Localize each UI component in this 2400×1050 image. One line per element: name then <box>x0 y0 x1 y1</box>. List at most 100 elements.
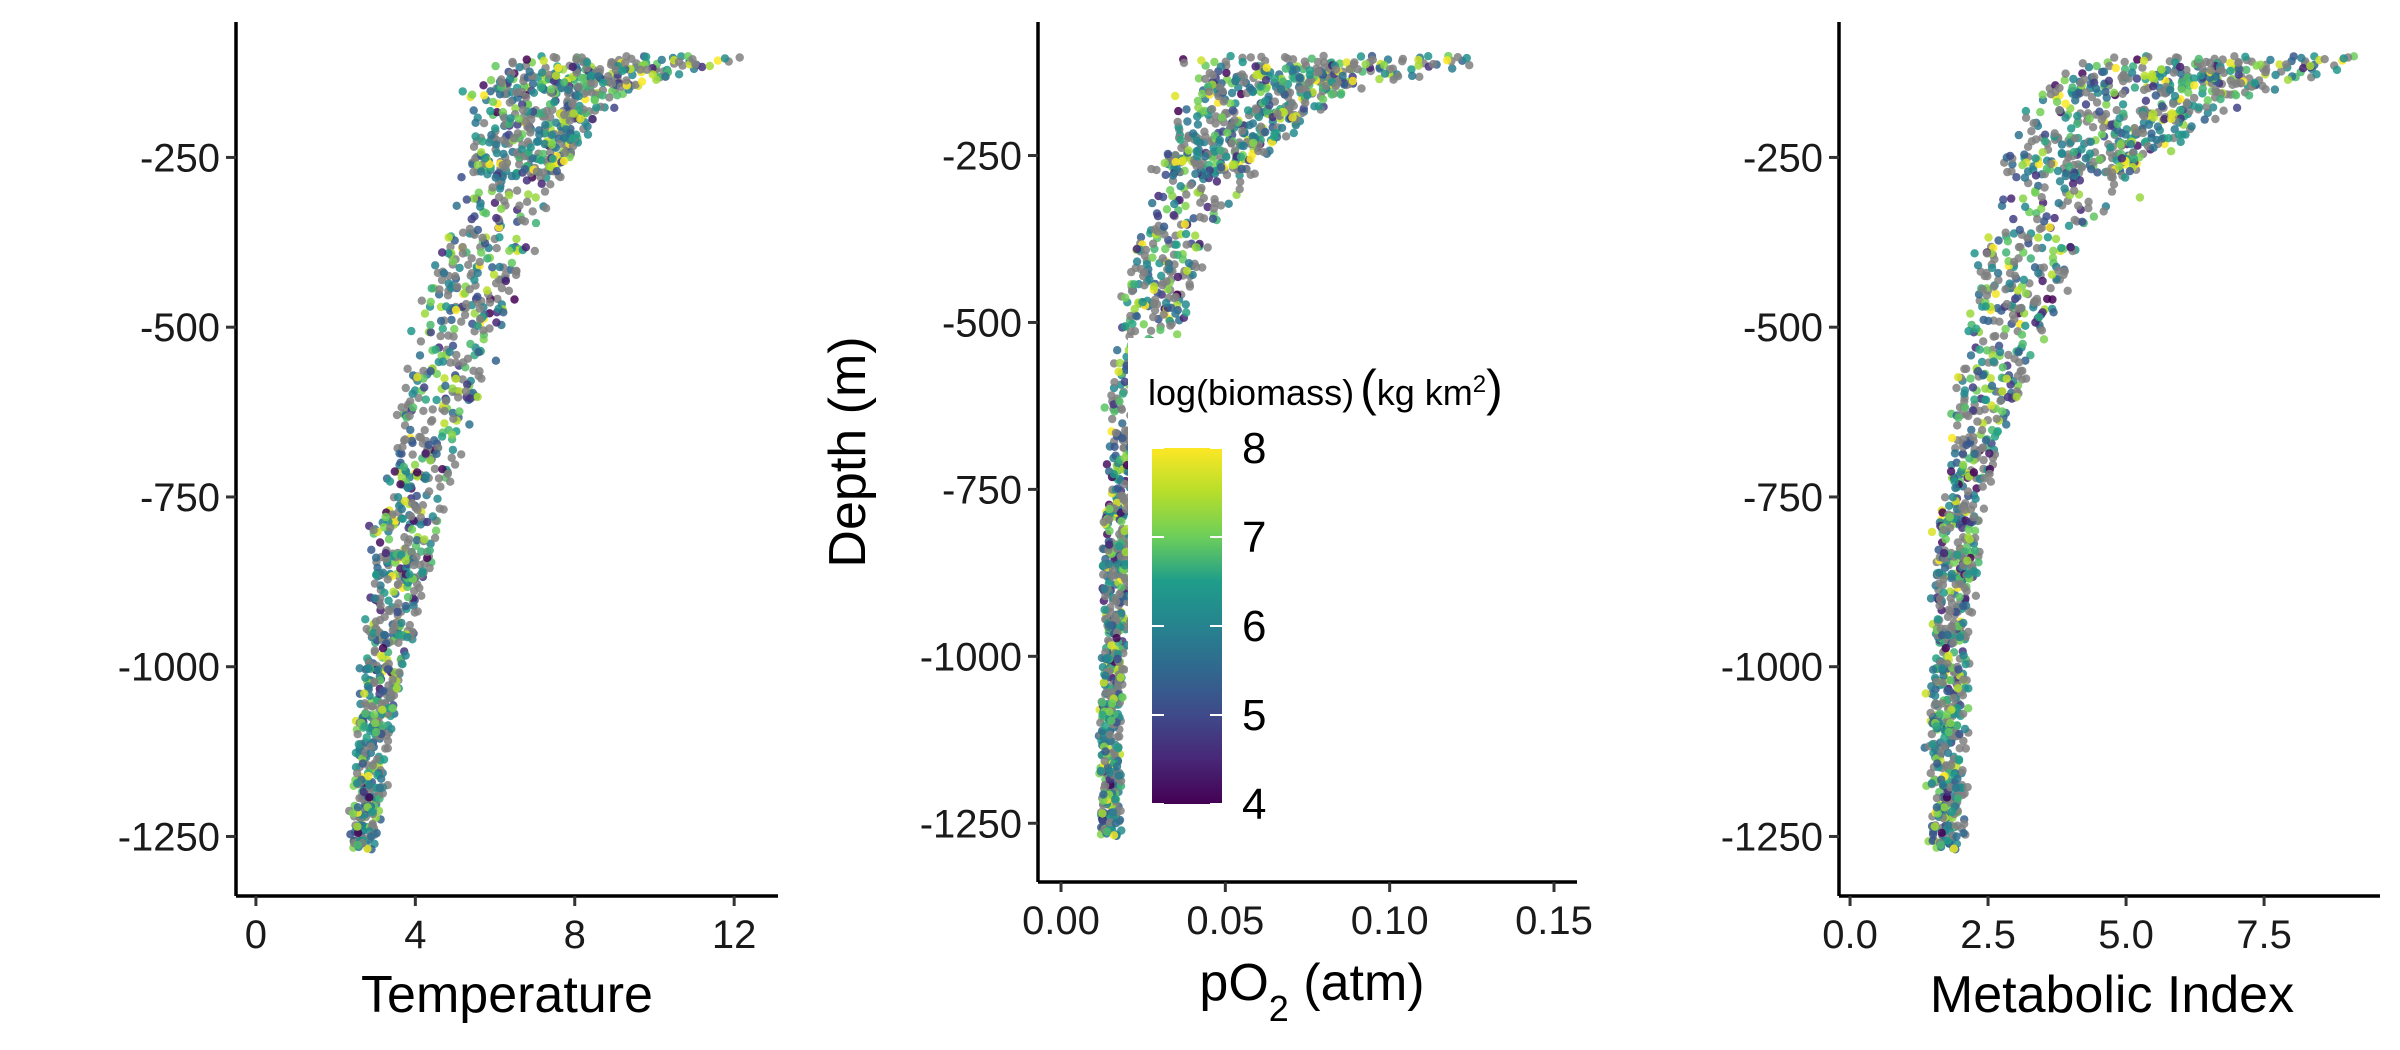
data-point <box>438 357 448 366</box>
data-point <box>451 358 461 367</box>
data-point <box>2060 184 2069 193</box>
data-point <box>2031 171 2041 180</box>
data-point <box>488 263 497 272</box>
data-point <box>1261 97 1270 106</box>
data-point <box>1226 51 1235 61</box>
data-point <box>491 356 501 365</box>
data-point <box>579 73 589 83</box>
data-point <box>1184 146 1193 155</box>
data-point <box>564 85 573 95</box>
legend-title-unit: kg km <box>1377 372 1473 413</box>
data-point <box>410 608 419 617</box>
data-point <box>1307 54 1317 63</box>
data-point <box>1243 106 1253 115</box>
data-point <box>497 284 507 293</box>
data-point <box>370 579 380 588</box>
data-point <box>2139 56 2149 65</box>
data-point <box>2002 299 2012 309</box>
data-point <box>554 63 563 73</box>
data-point <box>1429 59 1438 69</box>
data-point <box>2131 128 2141 137</box>
data-point <box>2009 214 2018 224</box>
data-point <box>2087 165 2096 174</box>
data-point <box>421 474 430 484</box>
data-point <box>1130 327 1140 336</box>
data-point <box>1985 449 1994 458</box>
data-point <box>1361 60 1370 69</box>
data-point <box>1982 346 1992 355</box>
data-point <box>2126 139 2136 149</box>
data-point <box>486 76 496 85</box>
data-point <box>2010 315 2019 324</box>
data-point <box>460 310 470 320</box>
data-point <box>1989 357 1998 366</box>
data-point <box>1132 244 1142 254</box>
data-point <box>1350 58 1359 67</box>
data-point <box>396 550 406 560</box>
data-point <box>512 266 521 275</box>
data-point <box>2061 171 2070 181</box>
data-point <box>1944 821 1953 830</box>
data-point <box>471 132 480 141</box>
data-point <box>1212 177 1222 186</box>
data-point <box>424 440 433 450</box>
data-point <box>636 65 645 74</box>
data-point <box>2037 326 2047 335</box>
x-tick-label: 0.00 <box>1022 899 1100 943</box>
data-point <box>1158 281 1167 290</box>
data-point <box>352 779 362 788</box>
data-point <box>465 420 474 429</box>
data-point <box>403 633 412 642</box>
data-point <box>2157 65 2166 74</box>
data-point <box>476 202 485 211</box>
data-point <box>2021 202 2030 211</box>
data-point <box>1295 73 1304 82</box>
data-point <box>394 599 403 608</box>
data-point <box>431 526 441 535</box>
data-point <box>1115 542 1124 551</box>
data-point <box>2077 145 2086 154</box>
data-point <box>457 450 466 459</box>
data-point <box>1111 428 1121 438</box>
data-point <box>1281 64 1291 73</box>
data-point <box>1108 699 1117 708</box>
data-point <box>2026 254 2036 263</box>
data-point <box>525 67 534 76</box>
data-point <box>540 187 550 196</box>
data-point <box>1939 780 1948 790</box>
data-point <box>2057 243 2066 253</box>
data-point <box>2021 321 2030 330</box>
data-point <box>2018 160 2027 170</box>
data-point <box>385 477 395 486</box>
legend-title: log(biomass) (kg km2) <box>1148 360 1503 416</box>
data-point <box>2049 308 2058 317</box>
data-point <box>396 480 405 489</box>
data-point <box>1952 832 1961 841</box>
data-point <box>559 156 569 166</box>
data-point <box>572 55 581 64</box>
data-point <box>2117 154 2127 163</box>
data-point <box>2015 225 2025 235</box>
data-point <box>375 538 385 547</box>
data-point <box>2043 294 2052 304</box>
data-point <box>433 268 443 278</box>
data-point <box>1129 280 1139 289</box>
data-point <box>1171 157 1180 167</box>
data-point <box>1928 665 1938 674</box>
data-point <box>1132 257 1142 266</box>
data-point <box>362 624 371 634</box>
data-point <box>2095 107 2104 116</box>
data-point <box>1954 413 1963 422</box>
data-point <box>426 456 435 465</box>
data-point <box>2046 284 2055 293</box>
data-point <box>2202 57 2211 67</box>
data-point <box>1208 70 1218 80</box>
data-point <box>1161 244 1170 254</box>
data-point <box>412 491 421 501</box>
data-point <box>2312 70 2321 79</box>
data-point <box>2054 199 2063 208</box>
data-point <box>1099 570 1108 579</box>
data-point <box>2177 78 2186 87</box>
data-point <box>594 72 603 81</box>
data-point <box>405 570 414 579</box>
